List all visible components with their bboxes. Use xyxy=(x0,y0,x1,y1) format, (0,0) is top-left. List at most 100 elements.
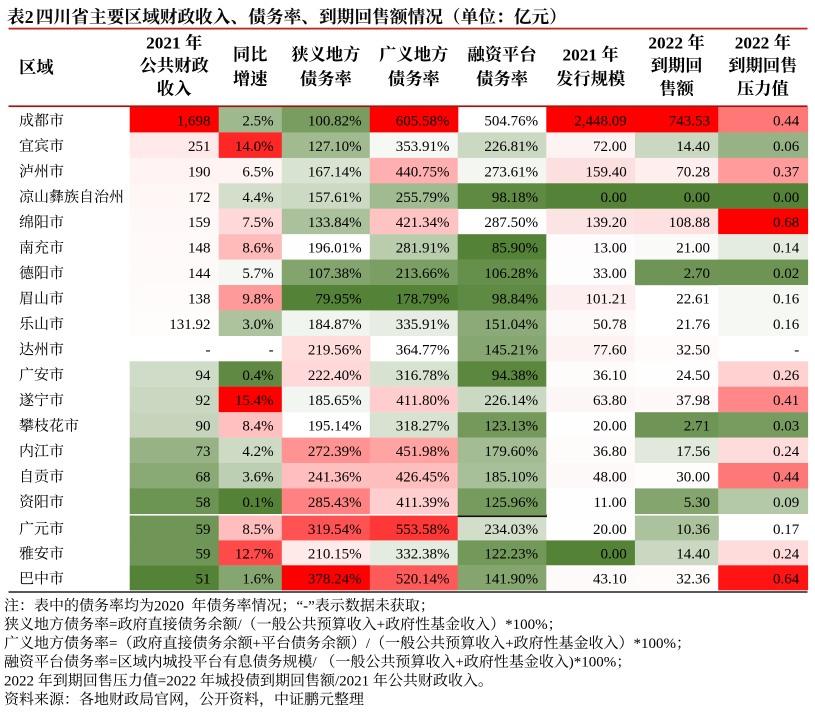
svg-text:319.54%: 319.54% xyxy=(308,522,362,538)
svg-text:167.14%: 167.14% xyxy=(308,164,362,180)
svg-text:123.13%: 123.13% xyxy=(484,419,538,435)
svg-text:440.75%: 440.75% xyxy=(396,164,450,180)
svg-text:20.00: 20.00 xyxy=(593,522,627,538)
svg-text:411.39%: 411.39% xyxy=(396,495,449,511)
svg-text:=2022: =2022 xyxy=(158,674,196,690)
svg-text:4.2%: 4.2% xyxy=(242,444,273,460)
svg-text:353.91%: 353.91% xyxy=(396,139,450,155)
svg-text:24.50: 24.50 xyxy=(676,368,710,384)
svg-text:=: = xyxy=(109,617,117,633)
svg-text:-: - xyxy=(206,342,211,358)
svg-text:0.06: 0.06 xyxy=(773,139,800,155)
svg-text:/: / xyxy=(313,655,318,671)
svg-text:190: 190 xyxy=(188,164,211,180)
svg-text:94.38%: 94.38% xyxy=(492,368,538,384)
svg-text:70.28: 70.28 xyxy=(676,164,710,180)
svg-text:0.64: 0.64 xyxy=(773,572,800,588)
svg-text:15.4%: 15.4% xyxy=(235,393,274,409)
svg-text:7.5%: 7.5% xyxy=(242,215,273,231)
svg-text:378.24%: 378.24% xyxy=(308,572,362,588)
svg-text:411.80%: 411.80% xyxy=(396,393,449,409)
svg-text:273.61%: 273.61% xyxy=(484,164,538,180)
svg-text:251: 251 xyxy=(188,139,211,155)
svg-text:426.45%: 426.45% xyxy=(396,470,450,486)
svg-text:+: + xyxy=(455,655,463,671)
svg-text:255.79%: 255.79% xyxy=(396,190,450,206)
svg-text:68: 68 xyxy=(196,470,211,486)
svg-text:2021: 2021 xyxy=(146,34,181,53)
svg-text:127.10%: 127.10% xyxy=(308,139,362,155)
svg-text:20.00: 20.00 xyxy=(593,419,627,435)
svg-text:0.37: 0.37 xyxy=(773,164,800,180)
svg-text:148: 148 xyxy=(188,241,211,257)
svg-text:59: 59 xyxy=(196,547,211,563)
svg-text:0.24: 0.24 xyxy=(773,444,800,460)
svg-text:48.00: 48.00 xyxy=(593,470,627,486)
svg-text:=: = xyxy=(109,636,117,652)
svg-text:281.91%: 281.91% xyxy=(396,241,450,257)
svg-text:9.8%: 9.8% xyxy=(242,292,273,308)
svg-text:0.00: 0.00 xyxy=(773,190,799,206)
svg-text:144: 144 xyxy=(188,266,211,282)
svg-text:145.21%: 145.21% xyxy=(484,342,538,358)
svg-text:141.90%: 141.90% xyxy=(484,572,538,588)
svg-text:36.80: 36.80 xyxy=(593,444,627,460)
svg-text:32.36: 32.36 xyxy=(676,572,710,588)
svg-text:125.96%: 125.96% xyxy=(484,495,538,511)
svg-text:185.10%: 185.10% xyxy=(484,470,538,486)
svg-text:-: - xyxy=(794,342,799,358)
svg-text:11.00: 11.00 xyxy=(593,495,626,511)
svg-text:131.92: 131.92 xyxy=(169,317,210,333)
svg-text:5.30: 5.30 xyxy=(684,495,710,511)
svg-text:36.10: 36.10 xyxy=(593,368,627,384)
svg-text:98.84%: 98.84% xyxy=(492,292,538,308)
svg-text:316.78%: 316.78% xyxy=(396,368,450,384)
svg-text:33.00: 33.00 xyxy=(593,266,627,282)
svg-text:2022: 2022 xyxy=(4,674,34,690)
svg-text:318.27%: 318.27% xyxy=(396,419,450,435)
svg-text:77.60: 77.60 xyxy=(593,342,627,358)
svg-text:8.5%: 8.5% xyxy=(242,522,273,538)
svg-text:2.5%: 2.5% xyxy=(242,114,273,130)
svg-text:159: 159 xyxy=(188,215,211,231)
svg-text:/: / xyxy=(238,617,243,633)
svg-text:)*100%: )*100% xyxy=(569,655,617,671)
svg-text:451.98%: 451.98% xyxy=(396,444,450,460)
svg-text:106.28%: 106.28% xyxy=(484,266,538,282)
svg-text:=: = xyxy=(109,655,117,671)
svg-text:73: 73 xyxy=(196,444,211,460)
svg-text:2.70: 2.70 xyxy=(684,266,710,282)
svg-text:196.01%: 196.01% xyxy=(308,241,362,257)
svg-text:8.6%: 8.6% xyxy=(242,241,273,257)
svg-text:1.6%: 1.6% xyxy=(242,572,273,588)
svg-text:8.4%: 8.4% xyxy=(242,419,273,435)
svg-text:0.00: 0.00 xyxy=(684,190,710,206)
svg-text:2020: 2020 xyxy=(154,599,184,615)
svg-text:210.15%: 210.15% xyxy=(308,547,362,563)
svg-text:4.4%: 4.4% xyxy=(242,190,273,206)
svg-text:335.91%: 335.91% xyxy=(396,317,450,333)
svg-text:*100%: *100% xyxy=(634,636,677,652)
svg-text:0.16: 0.16 xyxy=(773,317,800,333)
svg-text:13.00: 13.00 xyxy=(593,241,627,257)
svg-text:743.53: 743.53 xyxy=(669,114,710,130)
svg-text:-: - xyxy=(269,342,274,358)
svg-text:2022: 2022 xyxy=(648,34,683,53)
svg-text:2: 2 xyxy=(25,7,34,27)
svg-text:43.10: 43.10 xyxy=(593,572,627,588)
svg-text:5.7%: 5.7% xyxy=(242,266,273,282)
svg-text:+: + xyxy=(253,636,261,652)
svg-text:605.58%: 605.58% xyxy=(396,114,450,130)
svg-text:139.20: 139.20 xyxy=(585,215,626,231)
svg-text:287.50%: 287.50% xyxy=(484,215,538,231)
svg-text:6.5%: 6.5% xyxy=(242,164,273,180)
svg-text:213.66%: 213.66% xyxy=(396,266,450,282)
svg-text:59: 59 xyxy=(196,522,211,538)
svg-text:219.56%: 219.56% xyxy=(308,342,362,358)
svg-text:+: + xyxy=(505,636,513,652)
svg-text:226.14%: 226.14% xyxy=(484,393,538,409)
svg-text:159.40: 159.40 xyxy=(585,164,626,180)
svg-text:241.36%: 241.36% xyxy=(308,470,362,486)
svg-text:2,448.09: 2,448.09 xyxy=(574,114,627,130)
svg-text:0.02: 0.02 xyxy=(773,266,799,282)
